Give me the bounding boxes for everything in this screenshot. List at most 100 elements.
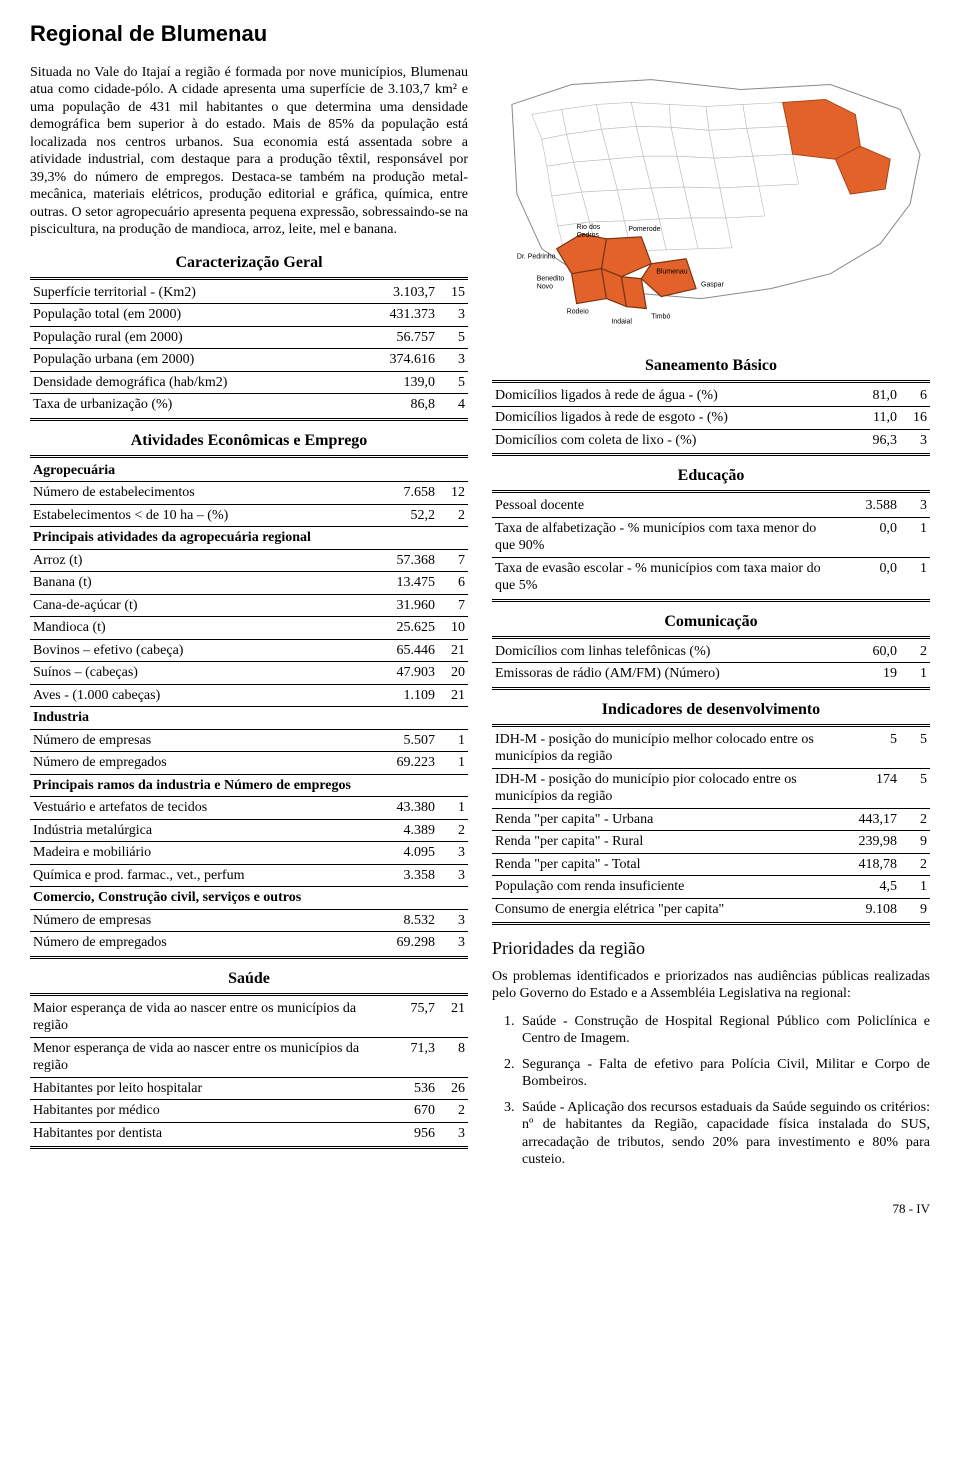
row-label: Madeira e mobiliário <box>30 842 376 865</box>
table-row: Habitantes por dentista 956 3 <box>30 1122 468 1144</box>
svg-text:Pomerode: Pomerode <box>628 225 660 232</box>
row-label: Taxa de evasão escolar - % municípios co… <box>492 557 838 597</box>
row-value-1: 3.103,7 <box>376 282 438 304</box>
row-value-2: 5 <box>438 371 468 394</box>
table-row: Emissoras de rádio (AM/FM) (Número) 19 1 <box>492 663 930 685</box>
saude-table: Maior esperança de vida ao nascer entre … <box>30 998 468 1145</box>
row-value-1: 81,0 <box>838 385 900 407</box>
table-row: Madeira e mobiliário 4.095 3 <box>30 842 468 865</box>
sane-title: Saneamento Básico <box>492 356 930 376</box>
table-row: Número de empresas 8.532 3 <box>30 909 468 932</box>
row-label: População total (em 2000) <box>30 304 376 327</box>
row-value-1: 443,17 <box>838 808 900 831</box>
row-value-1: 3.358 <box>376 864 438 887</box>
row-value-2: 15 <box>438 282 468 304</box>
table-row: Domicílios ligados à rede de água - (%) … <box>492 385 930 407</box>
row-value-1: 11,0 <box>838 407 900 430</box>
table-row: População urbana (em 2000) 374.616 3 <box>30 349 468 372</box>
table-row: Banana (t) 13.475 6 <box>30 572 468 595</box>
row-value-2: 4 <box>438 394 468 416</box>
ativ-title: Atividades Econômicas e Emprego <box>30 431 468 451</box>
table-row: Estabelecimentos < de 10 ha – (%) 52,2 2 <box>30 504 468 527</box>
row-value-1: 956 <box>376 1122 438 1144</box>
row-value-1: 0,0 <box>838 557 900 597</box>
row-value-1: 43.380 <box>376 797 438 820</box>
list-item: Saúde - Aplicação dos recursos estaduais… <box>518 1099 930 1169</box>
row-value-2: 2 <box>438 819 468 842</box>
row-label: Renda "per capita" - Total <box>492 853 838 876</box>
ativ-table: Agropecuária Número de estabelecimentos … <box>30 460 468 954</box>
table-row: Habitantes por médico 670 2 <box>30 1100 468 1123</box>
row-value-1: 4.095 <box>376 842 438 865</box>
row-value-2: 1 <box>438 752 468 775</box>
row-value-2: 6 <box>438 572 468 595</box>
row-value-2: 9 <box>900 831 930 854</box>
row-label: Arroz (t) <box>30 549 376 572</box>
table-row: Taxa de evasão escolar - % municípios co… <box>492 557 930 597</box>
table-row: População com renda insuficiente 4,5 1 <box>492 876 930 899</box>
row-label: Consumo de energia elétrica "per capita" <box>492 898 838 920</box>
svg-text:Rodeio: Rodeio <box>567 308 589 315</box>
saude-title: Saúde <box>30 969 468 989</box>
row-label: Suínos – (cabeças) <box>30 662 376 685</box>
row-label: Emissoras de rádio (AM/FM) (Número) <box>492 663 838 685</box>
row-value-1: 536 <box>376 1077 438 1100</box>
table-row: População total (em 2000) 431.373 3 <box>30 304 468 327</box>
row-value-1: 4,5 <box>838 876 900 899</box>
row-value-2: 3 <box>900 429 930 451</box>
row-value-1: 56.757 <box>376 326 438 349</box>
row-label: Taxa de urbanização (%) <box>30 394 376 416</box>
table-row: Vestuário e artefatos de tecidos 43.380 … <box>30 797 468 820</box>
table-row: Renda "per capita" - Rural 239,98 9 <box>492 831 930 854</box>
row-label: Maior esperança de vida ao nascer entre … <box>30 998 376 1038</box>
left-column: Situada no Vale do Itajaí a região é for… <box>30 64 468 1177</box>
svg-text:Benedito: Benedito <box>537 275 565 282</box>
row-label: Bovinos – efetivo (cabeça) <box>30 639 376 662</box>
comu-title: Comunicação <box>492 612 930 632</box>
row-value-2: 7 <box>438 594 468 617</box>
row-value-2: 3 <box>438 909 468 932</box>
row-value-1: 57.368 <box>376 549 438 572</box>
row-value-1: 3.588 <box>838 495 900 517</box>
row-label: Menor esperança de vida ao nascer entre … <box>30 1037 376 1077</box>
indic-title: Indicadores de desenvolvimento <box>492 700 930 720</box>
row-value-1: 7.658 <box>376 482 438 505</box>
intro-paragraph: Situada no Vale do Itajaí a região é for… <box>30 64 468 239</box>
educ-table: Pessoal docente 3.588 3 Taxa de alfabeti… <box>492 495 930 597</box>
row-value-2: 21 <box>438 998 468 1038</box>
caract-title: Caracterização Geral <box>30 253 468 273</box>
row-label: Domicílios ligados à rede de água - (%) <box>492 385 838 407</box>
row-value-1: 4.389 <box>376 819 438 842</box>
table-subhead: Comercio, Construção civil, serviços e o… <box>30 887 468 910</box>
row-value-2: 1 <box>900 876 930 899</box>
row-label: Taxa de alfabetização - % municípios com… <box>492 517 838 557</box>
table-row: Suínos – (cabeças) 47.903 20 <box>30 662 468 685</box>
row-value-1: 5.507 <box>376 729 438 752</box>
row-value-2: 2 <box>900 853 930 876</box>
table-subhead: Principais atividades da agropecuária re… <box>30 527 468 550</box>
row-value-2: 2 <box>438 1100 468 1123</box>
row-label: Número de empresas <box>30 909 376 932</box>
row-value-1: 52,2 <box>376 504 438 527</box>
row-value-2: 1 <box>900 517 930 557</box>
table-row: Renda "per capita" - Urbana 443,17 2 <box>492 808 930 831</box>
row-value-1: 670 <box>376 1100 438 1123</box>
row-value-2: 3 <box>438 349 468 372</box>
row-value-1: 19 <box>838 663 900 685</box>
table-subhead: Industria <box>30 707 468 730</box>
row-label: Habitantes por médico <box>30 1100 376 1123</box>
row-value-2: 1 <box>900 557 930 597</box>
row-label: Número de empregados <box>30 932 376 954</box>
row-value-1: 239,98 <box>838 831 900 854</box>
row-label: Estabelecimentos < de 10 ha – (%) <box>30 504 376 527</box>
row-value-1: 31.960 <box>376 594 438 617</box>
table-row: Número de empregados 69.298 3 <box>30 932 468 954</box>
row-label: Habitantes por dentista <box>30 1122 376 1144</box>
row-value-2: 12 <box>438 482 468 505</box>
svg-text:Dr. Pedrinho: Dr. Pedrinho <box>517 253 556 260</box>
row-label: IDH-M - posição do município pior coloca… <box>492 768 838 808</box>
svg-text:Timbó: Timbó <box>651 313 670 320</box>
row-value-2: 16 <box>900 407 930 430</box>
indic-table: IDH-M - posição do município melhor colo… <box>492 729 930 921</box>
row-value-1: 8.532 <box>376 909 438 932</box>
